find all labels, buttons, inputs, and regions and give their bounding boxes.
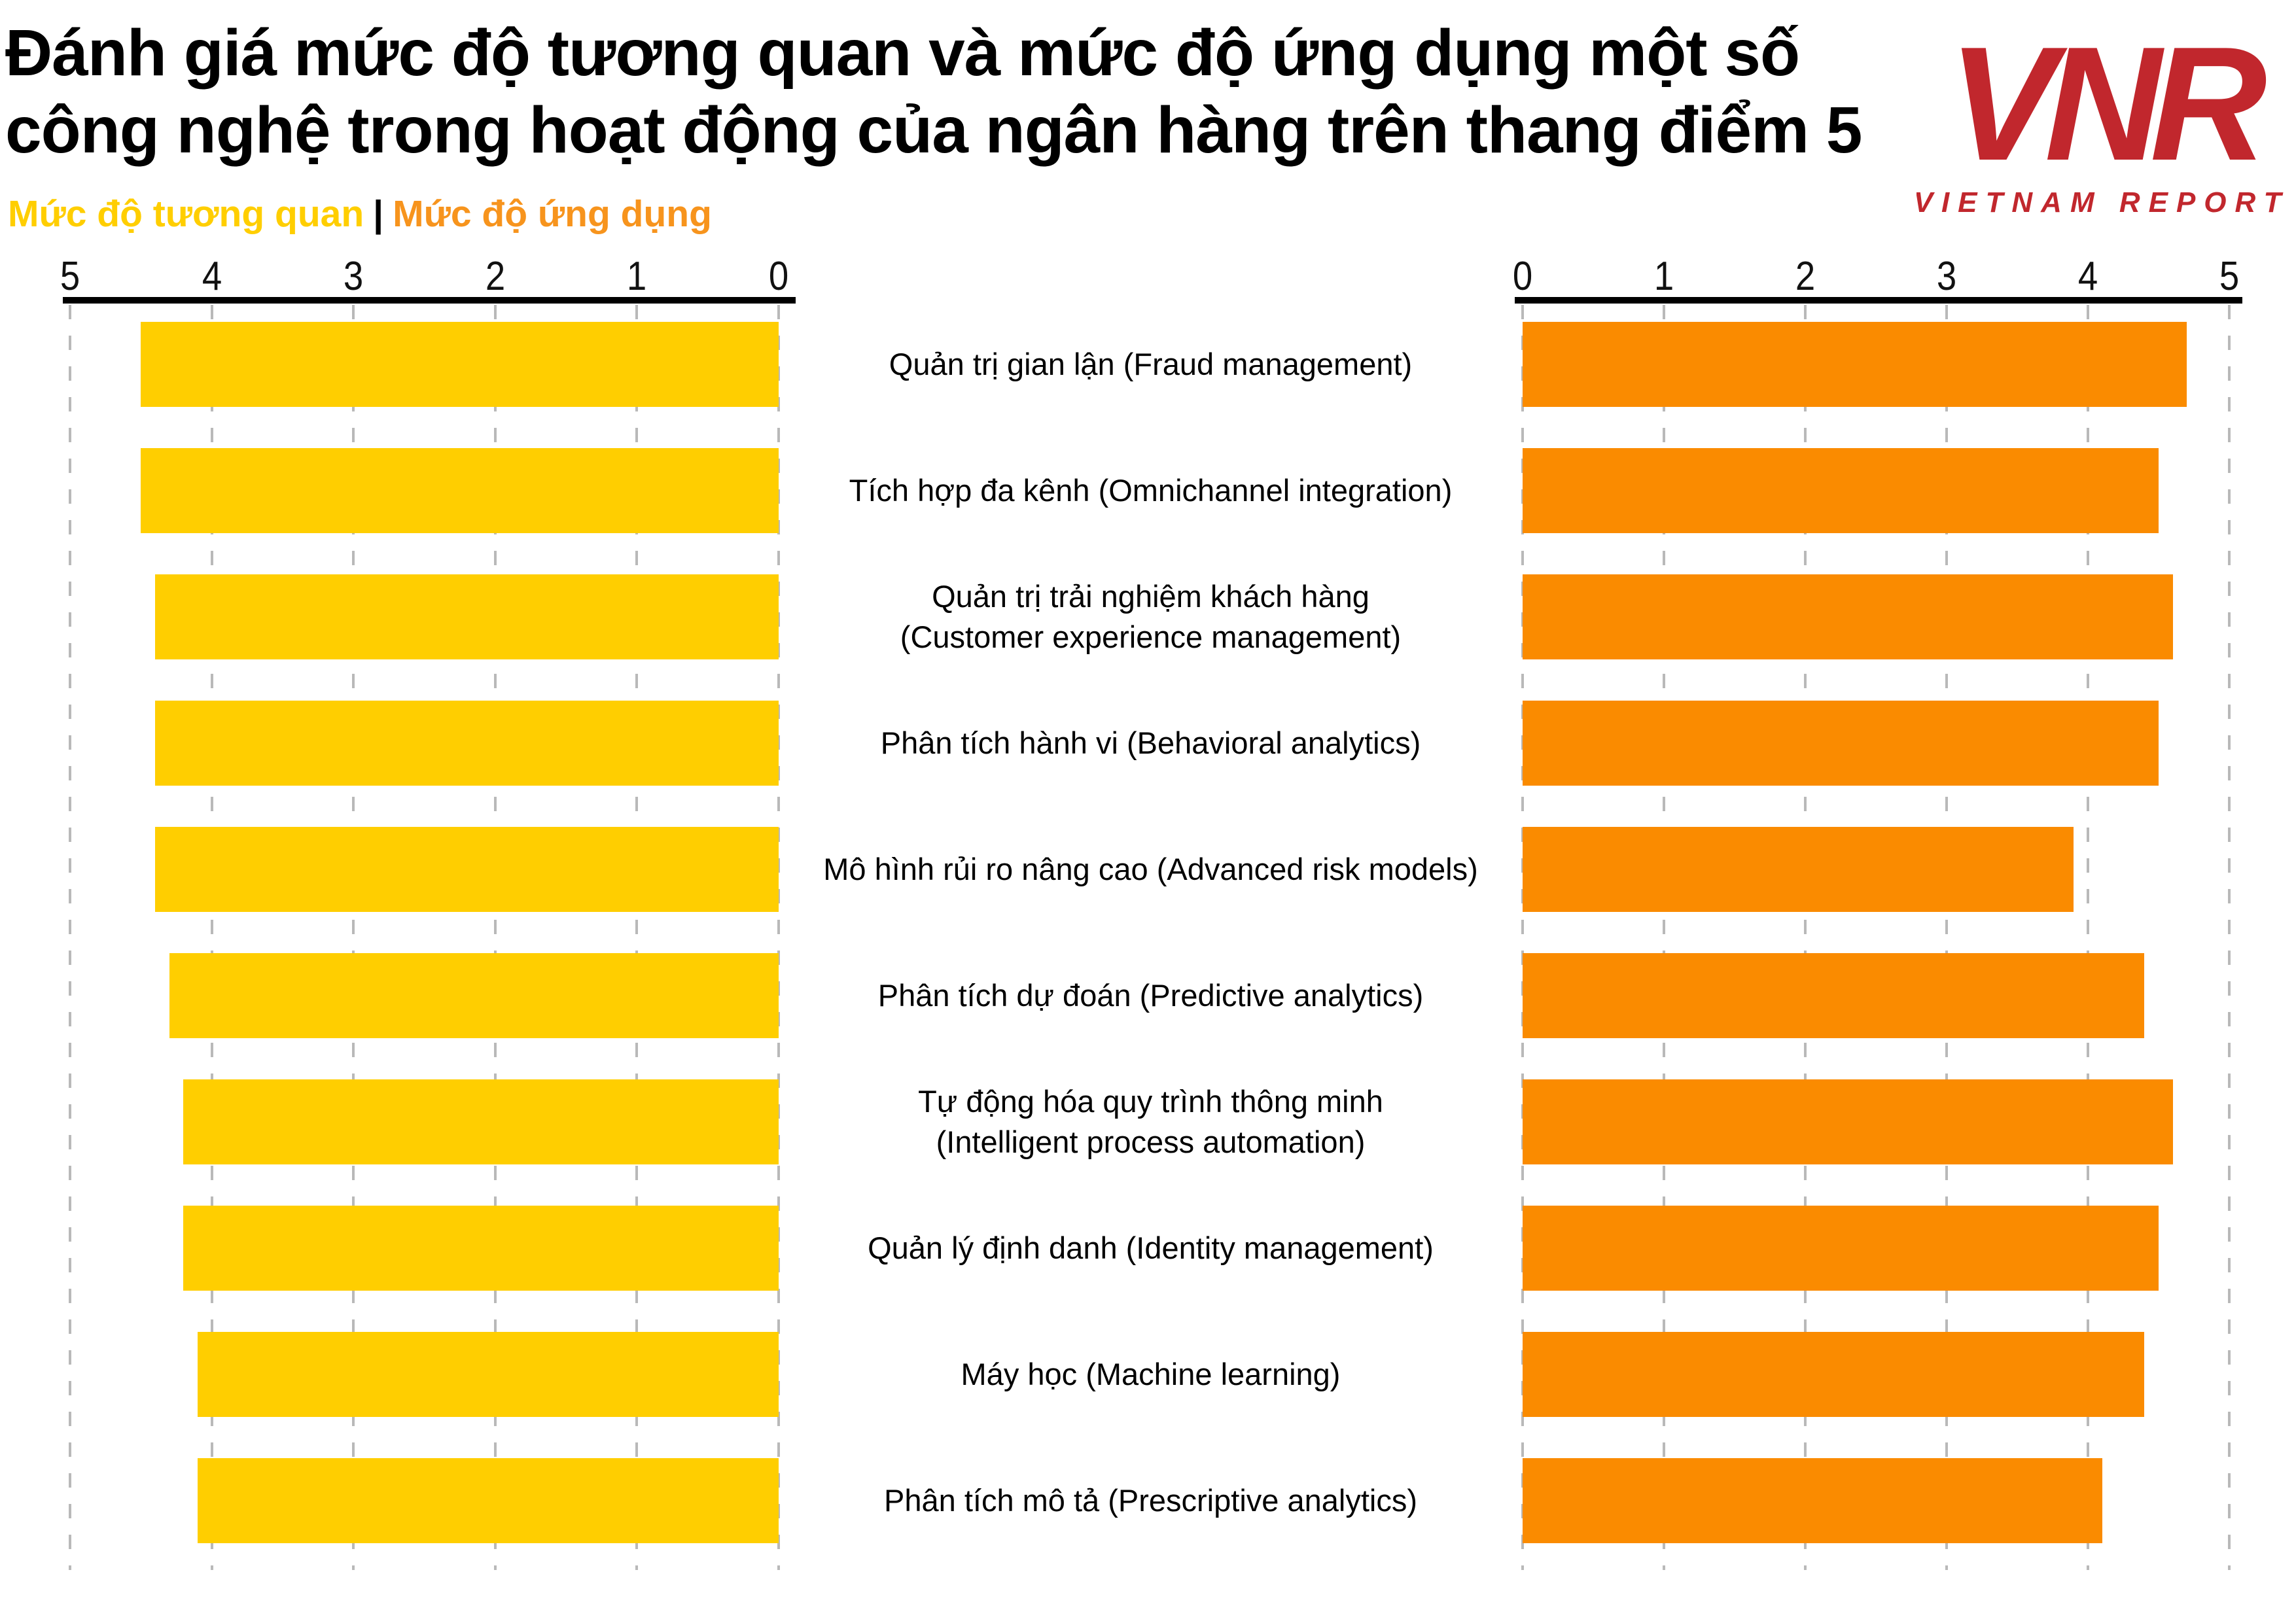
correlation-plot bbox=[69, 305, 780, 1574]
axis-tick-label: 2 bbox=[1795, 254, 1816, 299]
correlation-bar bbox=[154, 574, 779, 659]
category-label: Tự động hóa quy trình thông minh (Intell… bbox=[918, 1083, 1383, 1159]
correlation-bar bbox=[154, 827, 779, 912]
axis-tick-label: 3 bbox=[1936, 254, 1957, 299]
category-label: Tích hợp đa kênh (Omnichannel integratio… bbox=[849, 472, 1453, 508]
axis-tick-label: 5 bbox=[2219, 254, 2240, 299]
axis-tick-label: 2 bbox=[485, 254, 505, 299]
category-label: Máy học (Machine learning) bbox=[961, 1356, 1341, 1391]
application-bar bbox=[1523, 448, 2159, 533]
application-bar bbox=[1523, 827, 2074, 912]
application-bar bbox=[1523, 1079, 2173, 1164]
logo-acronym-text: VNR bbox=[1948, 12, 2267, 194]
application-bar bbox=[1523, 1458, 2102, 1543]
gridline bbox=[1521, 305, 1524, 1570]
right-axis-ticks: 0 1 2 3 4 5 bbox=[1513, 254, 2239, 299]
page-title: Đánh giá mức độ tương quan và mức độ ứng… bbox=[5, 14, 1862, 169]
gridline bbox=[1945, 305, 1948, 1570]
correlation-bar bbox=[197, 1332, 779, 1417]
left-axis-ticks: 5 4 3 2 1 0 bbox=[60, 254, 788, 299]
category-label: Phân tích hành vi (Behavioral analytics) bbox=[880, 725, 1421, 760]
vietnam-report-logo: VNR VIETNAM REPORT bbox=[1916, 12, 2287, 218]
gridline bbox=[635, 305, 639, 1570]
application-plot bbox=[1521, 305, 2231, 1574]
right-axis-line bbox=[1515, 297, 2242, 304]
logo-name-text: VIETNAM REPORT bbox=[1916, 186, 2287, 218]
category-label: Phân tích mô tả (Prescriptive analytics) bbox=[884, 1482, 1417, 1518]
axis-tick-label: 1 bbox=[627, 254, 647, 299]
application-bar bbox=[1523, 574, 2173, 659]
correlation-bar bbox=[141, 448, 779, 533]
gridline bbox=[210, 305, 213, 1570]
correlation-bar bbox=[169, 953, 779, 1038]
application-bar bbox=[1523, 322, 2187, 407]
axis-tick-label: 4 bbox=[2077, 254, 2098, 299]
page-title-line-2: công nghệ trong hoạt động của ngân hàng … bbox=[5, 94, 1862, 167]
category-label: Mô hình rủi ro nâng cao (Advanced risk m… bbox=[823, 851, 1478, 886]
correlation-bar bbox=[141, 322, 779, 407]
gridline bbox=[2228, 305, 2231, 1570]
gridline bbox=[777, 305, 780, 1570]
application-bar bbox=[1523, 701, 2159, 786]
chart-legend: Mức độ tương quan | Mức độ ứng dụng bbox=[8, 194, 712, 235]
category-label: Phân tích dự đoán (Predictive analytics) bbox=[877, 977, 1424, 1013]
application-bar bbox=[1523, 1332, 2145, 1417]
page-title-line-1: Đánh giá mức độ tương quan và mức độ ứng… bbox=[5, 16, 1800, 90]
application-bar bbox=[1523, 953, 2145, 1038]
category-label: Quản trị gian lận (Fraud management) bbox=[889, 346, 1413, 381]
category-label: Quản trị trải nghiệm khách hàng (Custome… bbox=[900, 578, 1402, 654]
gridline bbox=[352, 305, 355, 1570]
axis-tick-label: 5 bbox=[60, 254, 80, 299]
left-axis-line bbox=[63, 297, 796, 304]
axis-tick-label: 3 bbox=[344, 254, 364, 299]
axis-tick-label: 4 bbox=[202, 254, 222, 299]
correlation-bar bbox=[154, 701, 779, 786]
gridline bbox=[69, 305, 71, 1570]
gridline bbox=[493, 305, 497, 1570]
axis-tick-label: 1 bbox=[1653, 254, 1674, 299]
category-label: Quản lý định danh (Identity management) bbox=[868, 1230, 1434, 1265]
legend-application-label: Mức độ ứng dụng bbox=[393, 193, 712, 235]
correlation-bar bbox=[197, 1458, 779, 1543]
axis-tick-label: 0 bbox=[1512, 254, 1533, 299]
gridline bbox=[2087, 305, 2089, 1570]
legend-correlation-label: Mức độ tương quan bbox=[8, 193, 364, 235]
gridline bbox=[1804, 305, 1807, 1570]
legend-separator: | bbox=[373, 193, 384, 235]
gridline bbox=[1663, 305, 1665, 1570]
correlation-bar bbox=[183, 1079, 779, 1164]
correlation-bar bbox=[183, 1206, 779, 1291]
application-bar bbox=[1523, 1206, 2159, 1291]
axis-tick-label: 0 bbox=[768, 254, 789, 299]
